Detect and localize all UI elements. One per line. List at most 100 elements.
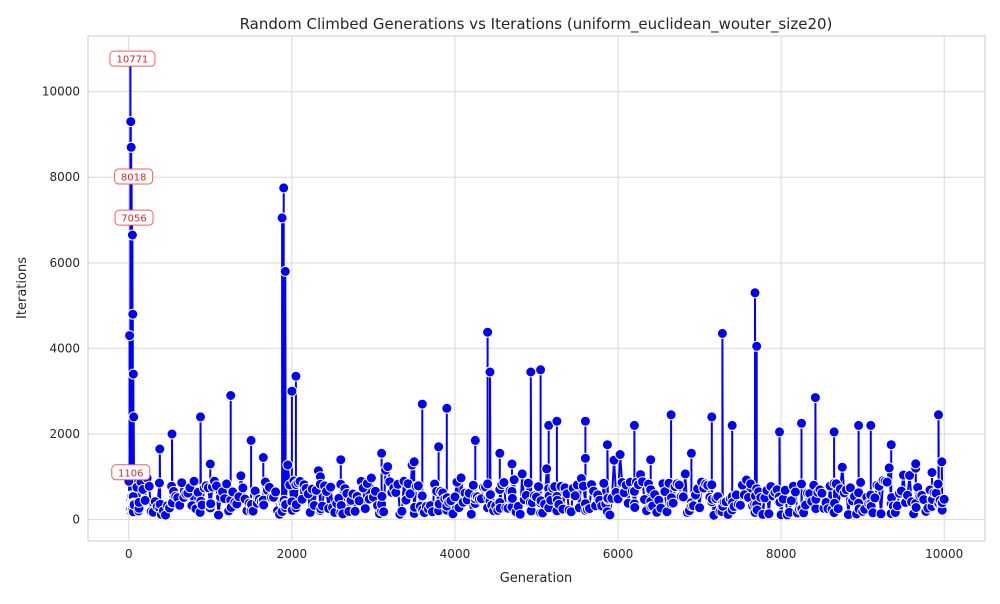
data-point <box>525 366 537 378</box>
data-point <box>694 502 706 514</box>
data-point <box>614 449 626 460</box>
data-point <box>883 462 895 474</box>
tick-labels: 0 2000 4000 6000 8000 10000 0 2000 4000 6000 8000 1… <box>42 85 964 561</box>
data-point <box>828 426 840 438</box>
data-point <box>408 456 420 468</box>
data-point <box>455 472 467 484</box>
data-point <box>836 461 848 473</box>
data-point <box>514 508 526 520</box>
data-point <box>832 503 844 515</box>
annotation-text: 8018 <box>121 172 146 183</box>
y-tick-label: 2000 <box>49 427 80 441</box>
data-point <box>936 456 948 468</box>
data-point <box>910 458 922 470</box>
data-point <box>279 265 291 277</box>
data-point <box>124 330 136 342</box>
data-point <box>881 476 893 488</box>
data-point <box>579 415 591 427</box>
data-point <box>910 502 922 513</box>
data-point <box>938 493 950 505</box>
data-point <box>685 447 697 459</box>
annotation-box <box>111 464 151 481</box>
data-point <box>601 439 613 451</box>
data-point <box>726 419 738 431</box>
data-point <box>335 454 347 466</box>
data-point <box>763 508 775 520</box>
data-point <box>125 116 137 128</box>
data-point <box>359 503 371 515</box>
annotation-label: 7056 <box>114 209 154 226</box>
x-tick-label: 0 <box>125 547 133 561</box>
data-point <box>716 327 728 339</box>
x-tick-label: 4000 <box>440 547 471 561</box>
data-point <box>533 481 544 493</box>
x-tick-label: 2000 <box>277 547 308 561</box>
data-point <box>433 441 445 453</box>
x-tick-label: 8000 <box>766 547 797 561</box>
data-point <box>789 486 801 498</box>
data-point <box>449 491 461 503</box>
data-point <box>535 364 547 376</box>
y-tick-label: 10000 <box>42 85 80 99</box>
data-point <box>396 505 408 517</box>
data-point <box>706 479 718 491</box>
data-point <box>176 477 188 489</box>
data-point <box>153 477 165 489</box>
data-point <box>677 491 689 503</box>
series-markers <box>123 53 950 521</box>
data-point <box>469 434 481 446</box>
data-point <box>195 411 206 423</box>
data-point <box>679 468 691 480</box>
data-point <box>796 478 807 490</box>
data-point <box>628 419 640 431</box>
annotation-text: 7056 <box>121 214 146 225</box>
data-point <box>482 478 494 490</box>
data-point <box>127 308 139 320</box>
data-point <box>416 398 428 410</box>
data-point <box>235 470 247 482</box>
data-point <box>282 459 294 471</box>
data-point <box>853 419 865 431</box>
grid-lines <box>88 36 985 541</box>
y-tick-label: 6000 <box>49 256 80 270</box>
data-point <box>569 490 581 502</box>
data-point <box>844 482 856 494</box>
data-point <box>598 477 610 489</box>
data-point <box>204 458 216 470</box>
y-tick-label: 0 <box>72 513 80 527</box>
chart-title: Random Climbed Generations vs Iterations… <box>240 15 833 34</box>
data-point <box>865 419 877 431</box>
data-point <box>796 417 807 429</box>
annotation-box <box>109 50 156 67</box>
plot-area-frame <box>87 35 986 542</box>
data-point <box>349 505 361 517</box>
data-point <box>875 508 887 520</box>
data-point <box>498 477 510 488</box>
data-point <box>365 472 377 484</box>
y-axis-label: Iterations <box>15 257 30 319</box>
annotation-box <box>114 168 154 185</box>
data-point <box>404 488 416 500</box>
data-point <box>270 486 282 498</box>
data-point <box>225 390 237 401</box>
data-point <box>749 287 761 299</box>
data-point <box>139 494 151 506</box>
data-point <box>604 509 616 521</box>
data-point <box>809 392 821 404</box>
data-point <box>629 502 641 513</box>
data-point <box>221 478 233 490</box>
data-point <box>376 490 388 502</box>
data-point <box>482 326 494 338</box>
data-point <box>855 476 867 488</box>
data-point <box>125 141 137 153</box>
data-point <box>258 499 270 511</box>
data-point <box>853 487 865 499</box>
data-point <box>286 385 298 397</box>
data-point <box>579 452 591 464</box>
annotation-label: 8018 <box>114 168 154 185</box>
data-point <box>278 182 290 194</box>
data-point <box>506 458 518 470</box>
data-point <box>665 409 677 421</box>
